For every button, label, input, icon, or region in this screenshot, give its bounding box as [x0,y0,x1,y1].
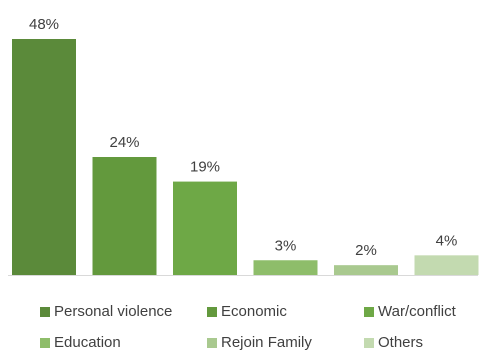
bar-economic [92,157,157,275]
bar-personal-violence [12,39,76,275]
bar-education [253,260,318,275]
data-label: 4% [436,232,458,249]
value-labels-group: 48% 24% 19% 3% 2% 4% [29,16,457,259]
data-label: 2% [355,242,377,259]
bar-rejoin-family [334,265,398,275]
data-label: 48% [29,16,59,33]
bars-group [12,39,479,275]
bar-war-conflict [173,181,237,275]
data-label: 3% [275,237,297,254]
data-label: 19% [190,159,220,176]
data-label: 24% [109,134,139,151]
bar-others [414,255,479,275]
